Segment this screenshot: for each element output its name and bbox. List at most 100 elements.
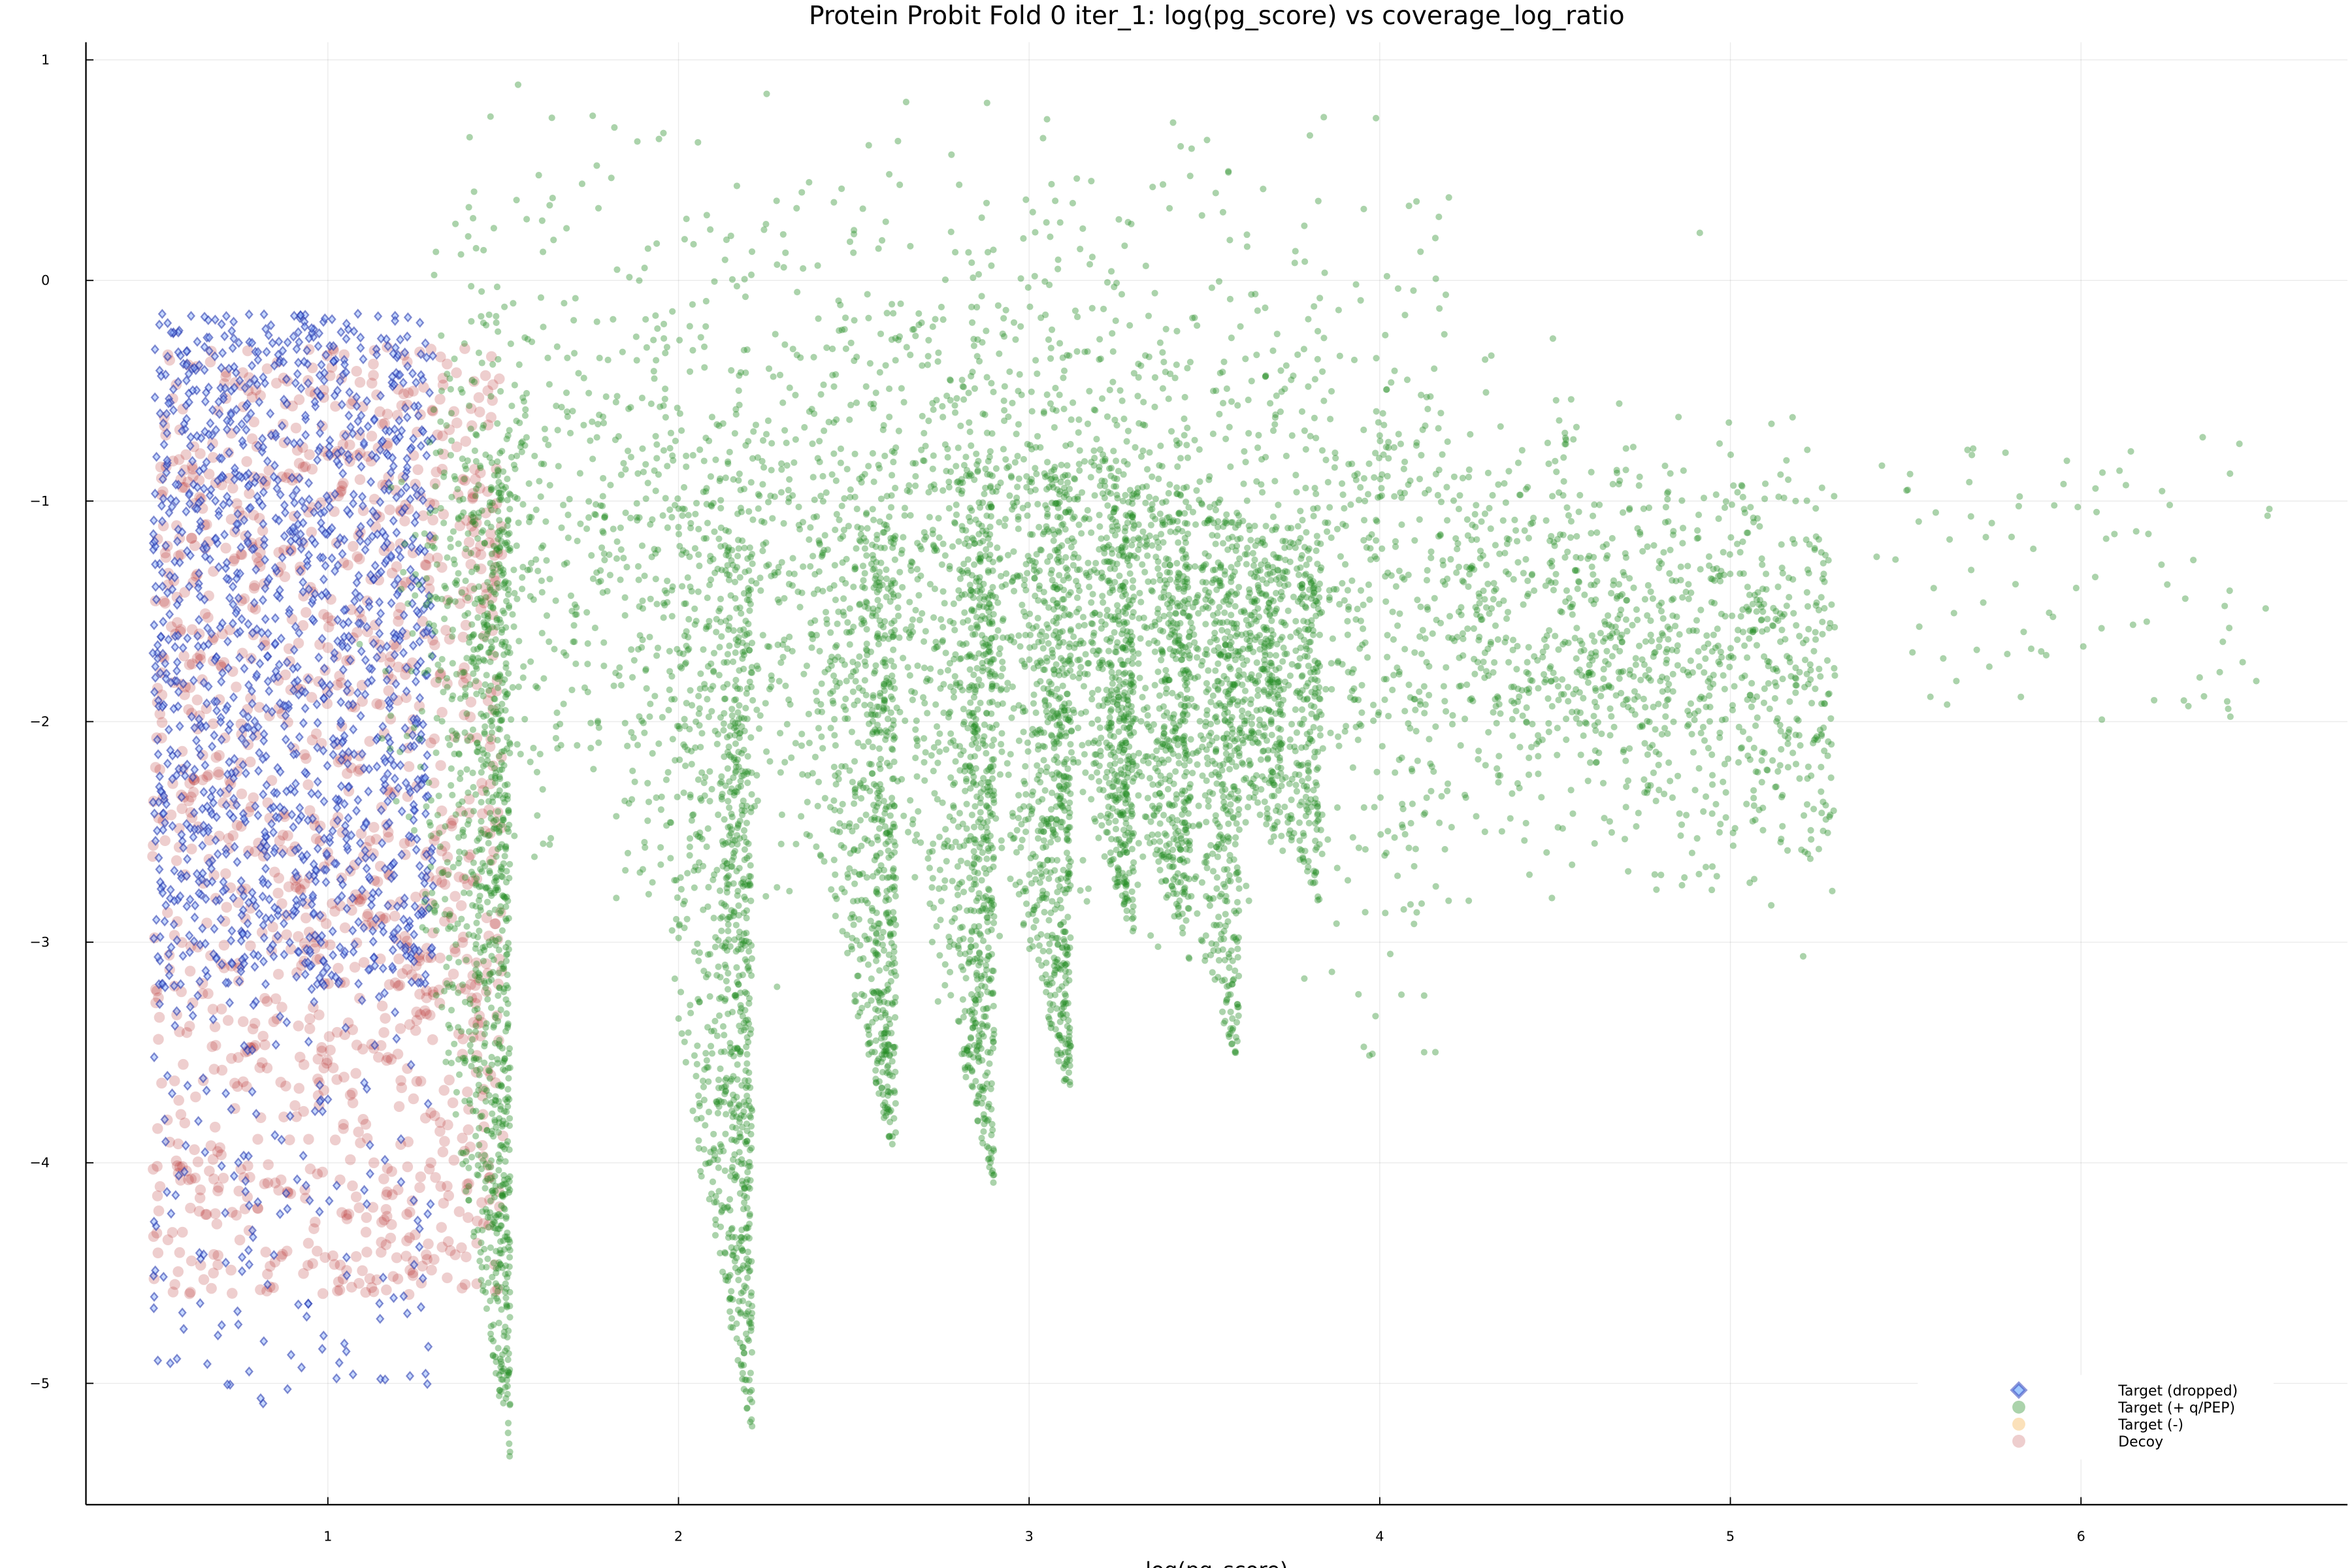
target-qpep-point bbox=[503, 435, 510, 442]
decoy-point bbox=[366, 378, 378, 389]
target-qpep-point bbox=[689, 1107, 696, 1115]
target-qpep-point bbox=[882, 736, 889, 743]
target-qpep-point bbox=[487, 704, 495, 711]
decoy-point bbox=[493, 1186, 504, 1198]
target-qpep-point bbox=[743, 1060, 751, 1068]
decoy-point bbox=[421, 1249, 432, 1260]
decoy-point bbox=[480, 507, 491, 519]
target-qpep-point bbox=[695, 693, 702, 700]
decoy-point bbox=[483, 1219, 495, 1231]
data-points bbox=[147, 81, 2273, 1460]
target-qpep-point bbox=[841, 823, 848, 830]
target-qpep-point bbox=[427, 832, 434, 840]
target-qpep-point bbox=[469, 654, 476, 661]
target-qpep-point bbox=[717, 714, 724, 721]
target-qpep-point bbox=[700, 906, 707, 913]
target-qpep-point bbox=[495, 1265, 502, 1272]
target-qpep-point bbox=[725, 623, 732, 630]
decoy-point bbox=[244, 756, 256, 768]
target-qpep-point bbox=[674, 894, 681, 901]
target-qpep-point bbox=[677, 663, 684, 670]
decoy-point bbox=[376, 1236, 387, 1248]
target-qpep-point bbox=[502, 1028, 510, 1035]
decoy-point bbox=[466, 420, 478, 431]
target-qpep-point bbox=[703, 843, 710, 851]
decoy-point bbox=[366, 1282, 378, 1294]
target-qpep-point bbox=[748, 1145, 755, 1152]
target-qpep-point bbox=[728, 712, 736, 719]
target-qpep-point bbox=[880, 947, 888, 954]
decoy-point bbox=[386, 1218, 397, 1230]
decoy-point bbox=[167, 1227, 178, 1238]
target-qpep-point bbox=[741, 846, 748, 853]
decoy-point bbox=[463, 1124, 474, 1135]
target-qpep-point bbox=[716, 644, 723, 651]
target-qpep-point bbox=[720, 1147, 727, 1154]
target-qpep-point bbox=[466, 890, 473, 897]
decoy-point bbox=[353, 553, 365, 564]
decoy-point bbox=[361, 911, 373, 922]
decoy-point bbox=[484, 1171, 496, 1183]
target-qpep-point bbox=[728, 1136, 735, 1143]
target-qpep-point bbox=[710, 876, 717, 883]
target-qpep-point bbox=[743, 1255, 750, 1262]
decoy-point bbox=[156, 717, 168, 728]
decoy-point bbox=[427, 927, 438, 939]
decoy-point bbox=[281, 929, 293, 940]
decoy-point bbox=[298, 1105, 309, 1117]
decoy-point bbox=[425, 1107, 436, 1119]
target-qpep-point bbox=[457, 1149, 465, 1156]
decoy-point bbox=[255, 1284, 266, 1296]
decoy-point bbox=[188, 787, 199, 798]
decoy-point bbox=[363, 908, 374, 920]
decoy-point bbox=[463, 1178, 474, 1189]
target-qpep-point bbox=[675, 1015, 682, 1022]
decoy-point bbox=[341, 1209, 352, 1221]
decoy-point bbox=[404, 1232, 416, 1243]
decoy-point bbox=[203, 769, 214, 781]
target-qpep-point bbox=[474, 1171, 481, 1178]
decoy-point bbox=[171, 1160, 183, 1171]
target-qpep-point bbox=[839, 928, 846, 935]
target-qpep-point bbox=[872, 668, 879, 675]
target-qpep-point bbox=[704, 696, 711, 703]
decoy-point bbox=[419, 559, 431, 570]
target-qpep-point bbox=[504, 734, 511, 741]
decoy-point bbox=[476, 1197, 487, 1208]
target-qpep-point bbox=[493, 791, 500, 798]
target-qpep-point bbox=[493, 1358, 500, 1365]
decoy-point bbox=[191, 694, 203, 706]
target-qpep-point bbox=[495, 992, 502, 999]
target-qpep-point bbox=[433, 715, 440, 722]
decoy-point bbox=[484, 1194, 495, 1205]
target-qpep-point bbox=[724, 562, 731, 569]
decoy-point bbox=[229, 1077, 240, 1089]
target-qpep-point bbox=[717, 1065, 724, 1072]
target-qpep-point bbox=[472, 492, 479, 500]
decoy-point bbox=[342, 559, 353, 571]
decoy-point bbox=[273, 872, 285, 884]
target-qpep-point bbox=[504, 1356, 512, 1364]
target-qpep-point bbox=[698, 836, 706, 843]
decoy-point bbox=[461, 953, 473, 965]
target-qpep-point bbox=[846, 605, 853, 612]
decoy-point bbox=[320, 918, 332, 930]
decoy-point bbox=[470, 1066, 482, 1078]
decoy-point bbox=[267, 921, 278, 933]
target-qpep-point bbox=[747, 1130, 755, 1138]
target-qpep-point bbox=[503, 917, 510, 924]
decoy-point bbox=[346, 604, 357, 615]
decoy-point bbox=[360, 1119, 372, 1130]
target-qpep-point bbox=[734, 1061, 741, 1068]
target-qpep-point bbox=[506, 1263, 513, 1270]
target-qpep-point bbox=[506, 1146, 513, 1153]
target-qpep-point bbox=[506, 749, 514, 757]
decoy-point bbox=[446, 821, 457, 832]
target-qpep-point bbox=[736, 1130, 743, 1137]
target-qpep-point bbox=[397, 748, 404, 755]
target-qpep-point bbox=[421, 898, 428, 906]
decoy-point bbox=[353, 1278, 365, 1289]
target-qpep-point bbox=[728, 1224, 736, 1232]
decoy-point bbox=[306, 692, 318, 703]
target-qpep-point bbox=[718, 927, 725, 934]
